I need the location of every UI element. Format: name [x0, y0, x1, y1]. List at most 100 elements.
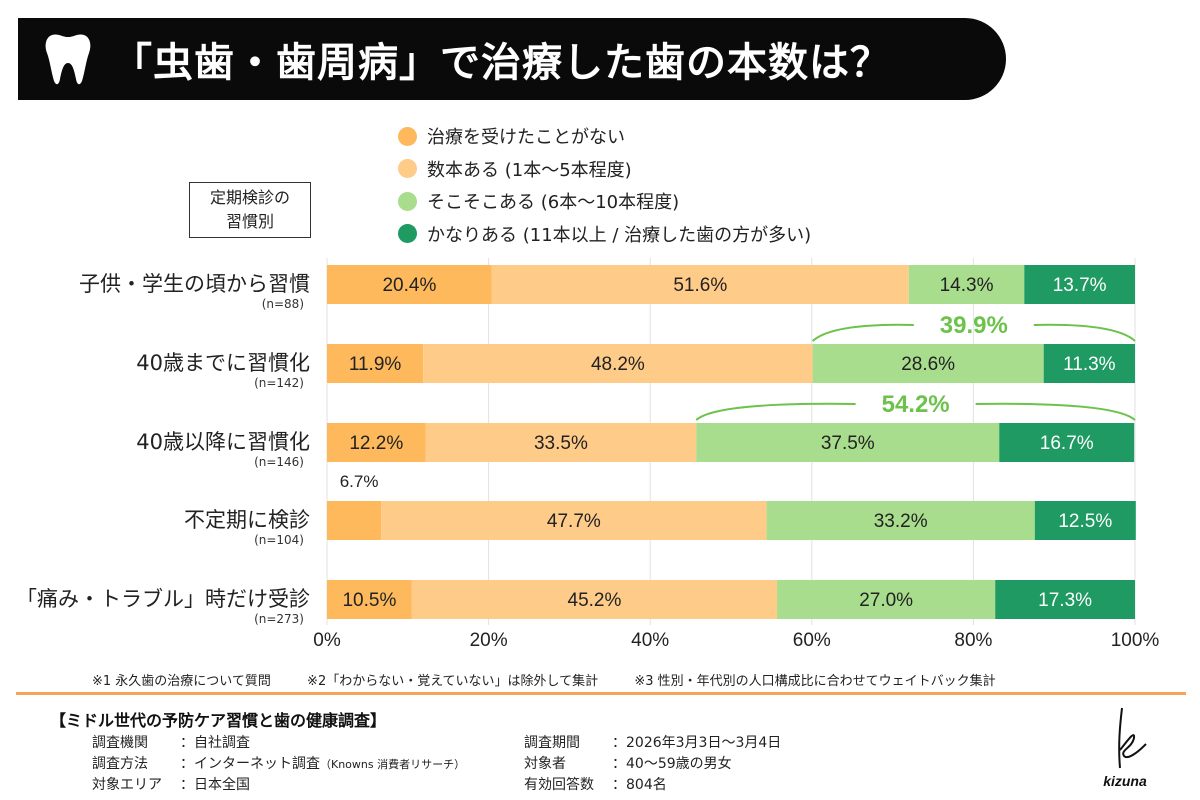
data-label: 17.3%	[1038, 590, 1092, 611]
data-label: 27.0%	[859, 590, 913, 611]
meta-value: ：日本全国	[180, 777, 250, 793]
category-n: (n=104)	[254, 533, 304, 547]
legend-label: そこそこある (6本〜10本程度)	[427, 192, 680, 214]
category-label: 40歳以降に習慣化	[136, 430, 310, 454]
data-label: 16.7%	[1040, 433, 1094, 454]
bar-segment	[777, 580, 996, 619]
category-n: (n=273)	[254, 612, 304, 626]
page-title: 「虫歯・歯周病」で治療した歯の本数は？	[112, 40, 891, 86]
survey-meta-right: 調査期間 ：2026年3月3日〜3月4日 対象者 ：40〜59歳の男女 有効回答数 ：…	[524, 733, 781, 796]
data-label: 11.9%	[349, 354, 402, 375]
bar-segment	[423, 344, 813, 383]
legend-item: 数本ある (1本〜5本程度)	[398, 153, 811, 186]
meta-key: 調査機関	[92, 735, 148, 751]
meta-value: ：40〜59歳の男女	[612, 756, 732, 772]
stacked-bar-chart: 0% 20% 40% 60% 80% 100% 子供・学生の頃から習慣(n=88) 20.4%…	[16, 258, 1160, 651]
data-label: 47.7%	[547, 511, 601, 532]
title-bar: 「虫歯・歯周病」で治療した歯の本数は？	[18, 18, 1006, 100]
bracket-label: 54.2%	[882, 391, 950, 418]
data-label: 14.3%	[940, 275, 994, 296]
bar-segment	[327, 265, 492, 304]
data-label: 33.5%	[534, 433, 588, 454]
data-label: 48.2%	[591, 354, 645, 375]
bar-segment	[327, 580, 412, 619]
data-label: 20.4%	[382, 275, 436, 296]
x-tick-label: 0%	[313, 630, 341, 651]
meta-key: 有効回答数	[524, 777, 594, 793]
category-n: (n=88)	[262, 297, 304, 311]
category-label: 40歳までに習慣化	[136, 351, 310, 375]
bar-segment	[327, 344, 424, 383]
bar-segment	[1043, 344, 1135, 383]
bar-segment	[812, 344, 1044, 383]
legend-item: 治療を受けたことがない	[398, 120, 811, 153]
data-label: 6.7%	[340, 472, 379, 491]
meta-value: ：自社調査	[180, 735, 250, 751]
legend-label: かなりある (11本以上 / 治療した歯の方が多い)	[427, 224, 812, 246]
meta-value: ：インターネット調査	[180, 756, 320, 772]
data-label: 37.5%	[821, 433, 875, 454]
group-label-box: 定期検診の 習慣別	[189, 182, 311, 238]
category-label: 不定期に検診	[184, 508, 310, 532]
bar-segment	[327, 423, 426, 462]
bar-segment	[425, 423, 697, 462]
legend-label: 数本ある (1本〜5本程度)	[427, 159, 632, 181]
category-label: 子供・学生の頃から習慣	[79, 272, 310, 296]
bar-segment	[411, 580, 778, 619]
data-label: 11.3%	[1063, 354, 1116, 375]
kizuna-logo: kizuna	[1103, 707, 1147, 789]
data-label: 28.6%	[901, 354, 955, 375]
legend-swatch	[398, 159, 417, 179]
group-label-line: 定期検診の	[209, 188, 290, 207]
x-tick-label: 60%	[793, 630, 831, 651]
category-label: 「痛み・トラブル」時だけ受診	[16, 587, 310, 611]
legend-item: そこそこある (6本〜10本程度)	[398, 185, 811, 218]
meta-value: ：804名	[612, 777, 667, 793]
bar-segment	[1024, 265, 1135, 304]
bar-segment	[327, 501, 382, 540]
survey-meta-left: 調査機関 ：自社調査 調査方法 ：インターネット調査 （Knowns 消費者リサーチ）…	[92, 733, 465, 796]
bracket-line	[811, 323, 1136, 342]
bar-segment	[491, 265, 909, 304]
footnote: ※2「わからない・覚えていない」は除外して集計	[307, 674, 599, 689]
meta-note: （Knowns 消費者リサーチ）	[320, 758, 466, 771]
tooth-icon	[45, 34, 91, 85]
bar-segment	[908, 265, 1025, 304]
legend-swatch	[398, 224, 417, 244]
data-label: 12.5%	[1058, 511, 1112, 532]
category-n: (n=146)	[254, 455, 304, 469]
footnotes: ※1 永久歯の治療について質問 ※2「わからない・覚えていない」は除外して集計 …	[92, 670, 1028, 689]
bar-segment	[995, 580, 1135, 619]
data-label: 13.7%	[1053, 275, 1107, 296]
survey-title: 【ミドル世代の予防ケア習慣と歯の健康調査】	[50, 711, 387, 730]
x-tick-label: 80%	[954, 630, 992, 651]
bracket-line	[695, 402, 1136, 421]
bar-segment	[1034, 501, 1136, 540]
bracket-label: 39.9%	[940, 312, 1008, 339]
legend: 治療を受けたことがない 数本ある (1本〜5本程度) そこそこある (6本〜10本程…	[398, 120, 811, 250]
bar-segment	[696, 423, 1000, 462]
meta-key: 調査方法	[92, 756, 148, 772]
footnote: ※1 永久歯の治療について質問	[92, 674, 271, 689]
x-tick-label: 100%	[1111, 630, 1160, 651]
legend-label: 治療を受けたことがない	[427, 127, 625, 149]
group-label-line: 習慣別	[225, 212, 274, 231]
meta-key: 対象エリア	[92, 777, 162, 793]
legend-swatch	[398, 126, 417, 146]
bar-segment	[766, 501, 1035, 540]
logo-text: kizuna	[1103, 773, 1147, 789]
meta-key: 調査期間	[524, 735, 580, 751]
data-label: 45.2%	[568, 590, 622, 611]
meta-value: ：2026年3月3日〜3月4日	[612, 735, 782, 751]
footnote: ※3 性別・年代別の人口構成比に合わせてウェイトバック集計	[634, 674, 996, 689]
x-tick-label: 20%	[470, 630, 508, 651]
data-label: 51.6%	[673, 275, 727, 296]
data-label: 33.2%	[874, 511, 928, 532]
legend-swatch	[398, 191, 417, 211]
category-n: (n=142)	[254, 376, 304, 390]
x-tick-label: 40%	[631, 630, 669, 651]
data-label: 12.2%	[349, 433, 403, 454]
meta-key: 対象者	[524, 756, 566, 772]
bar-segment	[999, 423, 1135, 462]
